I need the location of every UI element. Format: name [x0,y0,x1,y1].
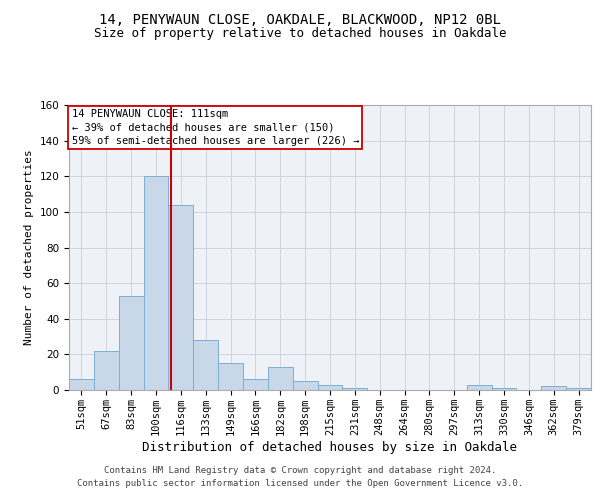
Bar [317,384,343,390]
Text: Size of property relative to detached houses in Oakdale: Size of property relative to detached ho… [94,28,506,40]
Bar [119,296,143,390]
Bar [94,351,119,390]
Bar [541,386,566,390]
Bar [143,176,169,390]
Bar [268,367,293,390]
Bar [293,381,317,390]
Bar [467,384,491,390]
X-axis label: Distribution of detached houses by size in Oakdale: Distribution of detached houses by size … [143,440,517,454]
Bar [193,340,218,390]
Y-axis label: Number of detached properties: Number of detached properties [24,150,34,346]
Bar [243,380,268,390]
Bar [169,205,193,390]
Text: 14, PENYWAUN CLOSE, OAKDALE, BLACKWOOD, NP12 0BL: 14, PENYWAUN CLOSE, OAKDALE, BLACKWOOD, … [99,12,501,26]
Bar [218,364,243,390]
Bar [491,388,517,390]
Text: 14 PENYWAUN CLOSE: 111sqm
← 39% of detached houses are smaller (150)
59% of semi: 14 PENYWAUN CLOSE: 111sqm ← 39% of detac… [71,110,359,146]
Bar [69,380,94,390]
Bar [343,388,367,390]
Bar [566,388,591,390]
Text: Contains HM Land Registry data © Crown copyright and database right 2024.
Contai: Contains HM Land Registry data © Crown c… [77,466,523,487]
